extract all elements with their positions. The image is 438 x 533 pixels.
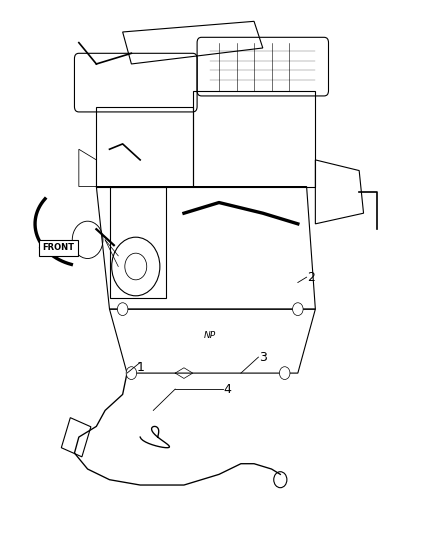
Circle shape [293,303,303,316]
Text: FRONT: FRONT [42,244,74,252]
Text: 4: 4 [224,383,232,395]
Bar [61,418,91,457]
Circle shape [126,367,137,379]
Text: 1: 1 [136,361,144,374]
Circle shape [117,303,128,316]
Text: NP: NP [204,332,216,340]
Circle shape [279,367,290,379]
Text: 3: 3 [259,351,267,364]
FancyBboxPatch shape [39,240,78,256]
Text: 2: 2 [307,271,315,284]
